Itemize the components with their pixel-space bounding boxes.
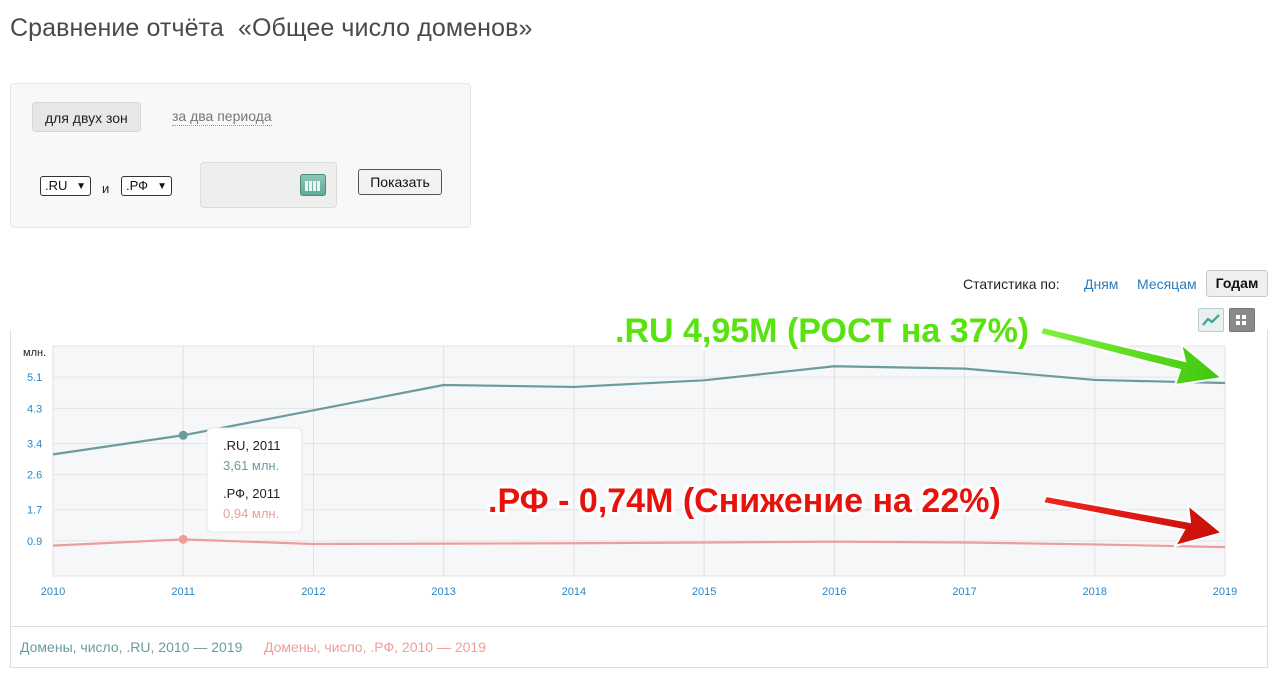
chevron-down-icon: ▼ bbox=[76, 181, 86, 192]
tab-two-zones[interactable]: для двух зон bbox=[32, 102, 141, 132]
zone-select-second[interactable]: .РФ ▼ bbox=[121, 176, 172, 196]
legend-item-ru[interactable]: Домены, число, .RU, 2010 — 2019 bbox=[20, 639, 243, 655]
date-picker[interactable] bbox=[200, 162, 337, 208]
tab-two-periods[interactable]: за два периода bbox=[172, 108, 272, 126]
period-years-button[interactable]: Годам bbox=[1206, 270, 1268, 297]
and-label: и bbox=[102, 181, 110, 196]
chart-frame bbox=[10, 330, 1268, 668]
zone-select-second-value: .РФ bbox=[126, 178, 149, 193]
period-months-link[interactable]: Месяцам bbox=[1137, 276, 1197, 292]
zone-select-first-value: .RU bbox=[45, 178, 68, 193]
stats-by-label: Статистика по: bbox=[963, 276, 1060, 292]
chevron-down-icon: ▼ bbox=[157, 181, 167, 192]
calendar-icon[interactable] bbox=[300, 174, 326, 196]
filter-panel: для двух зон за два периода .RU ▼ и .РФ … bbox=[10, 83, 471, 228]
legend-item-rf[interactable]: Домены, число, .РФ, 2010 — 2019 bbox=[264, 639, 486, 655]
zone-select-first[interactable]: .RU ▼ bbox=[40, 176, 91, 196]
chart-legend: Домены, число, .RU, 2010 — 2019 Домены, … bbox=[10, 626, 1268, 668]
page-title: Сравнение отчёта «Общее число доменов» bbox=[10, 14, 533, 42]
bar-chart-icon bbox=[1236, 315, 1246, 325]
period-days-link[interactable]: Дням bbox=[1084, 276, 1119, 292]
show-button[interactable]: Показать bbox=[358, 169, 442, 195]
bar-chart-view-button[interactable] bbox=[1229, 308, 1255, 332]
line-chart-view-button[interactable] bbox=[1198, 308, 1224, 332]
line-chart-icon bbox=[1202, 314, 1220, 326]
